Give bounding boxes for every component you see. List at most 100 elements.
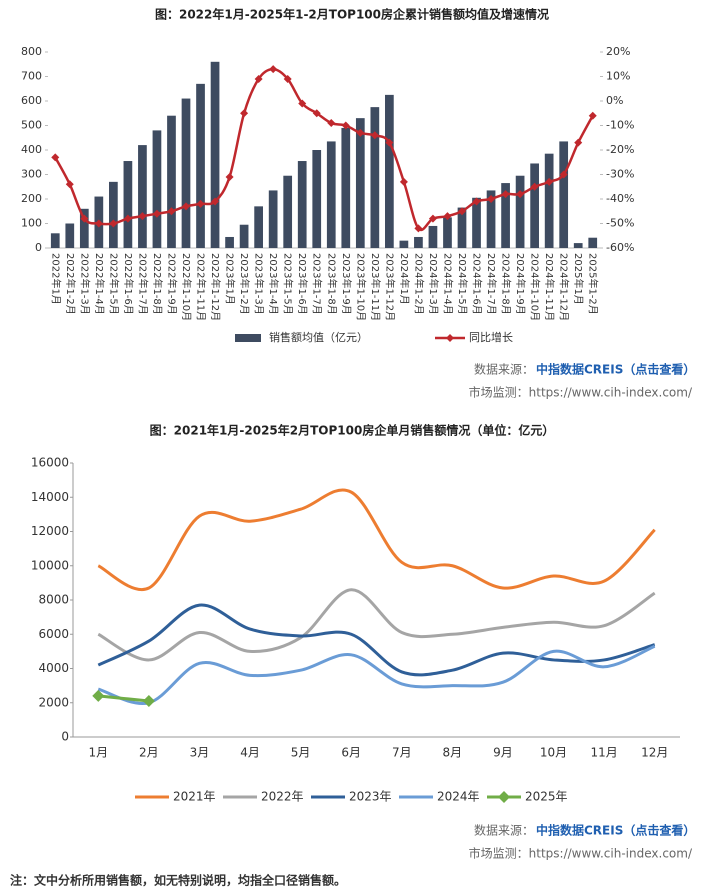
line-marker xyxy=(94,219,103,228)
line-marker xyxy=(298,99,307,108)
x-tick-label: 8月 xyxy=(443,746,463,760)
line-marker xyxy=(92,689,105,702)
bar xyxy=(501,183,510,248)
line-marker xyxy=(225,172,234,181)
legend-label: 2024年 xyxy=(437,790,480,804)
line-marker xyxy=(501,190,510,199)
line-marker xyxy=(211,197,220,206)
y-tick-label: 16000 xyxy=(31,456,69,470)
y2-tick-label: 0% xyxy=(606,94,623,107)
line-marker xyxy=(385,138,394,147)
line-series xyxy=(97,603,656,677)
x-tick-label: 2022年1-3月 xyxy=(78,253,91,315)
x-tick-label: 11月 xyxy=(590,746,617,760)
x-tick-label: 2025年1-2月 xyxy=(587,253,600,315)
bar xyxy=(428,225,438,248)
source-link[interactable]: 中指数据CREIS（点击查看） xyxy=(536,823,695,838)
line-marker xyxy=(138,212,147,221)
bar xyxy=(472,197,481,248)
y-tick-label: 14000 xyxy=(31,490,69,504)
legend-label: 销售额均值（亿元） xyxy=(269,330,368,344)
x-tick-label: 2023年1-5月 xyxy=(282,253,295,315)
x-tick-label: 5月 xyxy=(291,746,311,760)
x-tick-label: 2024年1-6月 xyxy=(471,253,484,315)
line-marker xyxy=(487,195,496,203)
bar xyxy=(399,240,409,248)
bar xyxy=(79,208,89,248)
x-tick-label: 2024年1-11月 xyxy=(543,253,556,321)
line-marker xyxy=(399,177,408,186)
chart-title: 图：2021年1月-2025年2月TOP100房企单月销售额情况（单位：亿元） xyxy=(150,423,555,438)
x-tick-label: 1月 xyxy=(88,746,108,760)
line-marker xyxy=(312,109,321,118)
line-marker xyxy=(443,212,452,221)
bar xyxy=(530,163,539,248)
line-marker xyxy=(80,214,89,223)
x-tick-label: 2022年1-7月 xyxy=(136,253,149,315)
line-series xyxy=(97,588,656,662)
x-tick-label: 2023年1-11月 xyxy=(369,253,382,321)
x-tick-label: 2025年1月 xyxy=(572,253,585,305)
legend-label: 2025年 xyxy=(525,790,568,804)
x-tick-label: 2024年1-3月 xyxy=(427,253,440,315)
y2-tick-label: -60% xyxy=(606,241,634,254)
bar xyxy=(312,150,322,248)
bar xyxy=(355,118,365,249)
line-marker xyxy=(182,202,190,211)
x-tick-label: 2024年1-8月 xyxy=(500,253,513,315)
x-tick-label: 2023年1-4月 xyxy=(267,253,280,315)
y-tick-label: 300 xyxy=(21,168,42,181)
source-label: 数据来源： xyxy=(474,823,534,838)
bar xyxy=(573,243,583,248)
legend-swatch xyxy=(235,334,261,342)
line-marker xyxy=(472,197,481,206)
line-marker xyxy=(51,153,60,162)
legend-label: 同比增长 xyxy=(469,330,513,344)
y2-tick-label: 20% xyxy=(606,45,630,58)
x-tick-label: 2024年1-7月 xyxy=(485,253,498,315)
x-tick-label: 2023年1-6月 xyxy=(296,253,309,315)
x-tick-label: 2023年1-3月 xyxy=(253,253,266,315)
line-marker xyxy=(65,180,74,189)
line-marker xyxy=(167,207,176,216)
x-tick-label: 2023年1-2月 xyxy=(238,253,251,315)
line-marker xyxy=(356,128,365,137)
line-marker xyxy=(341,121,350,130)
bar xyxy=(486,190,496,248)
line-marker xyxy=(240,109,249,118)
bar xyxy=(370,107,380,248)
x-tick-label: 7月 xyxy=(392,746,412,760)
y2-tick-label: 10% xyxy=(606,70,630,83)
monitor-text: 市场监测：https://www.cih-index.com/ xyxy=(469,385,693,400)
x-tick-label: 2024年1-2月 xyxy=(412,253,425,315)
source-link[interactable]: 中指数据CREIS（点击查看） xyxy=(536,362,695,377)
legend-marker xyxy=(446,334,454,342)
x-tick-label: 2024年1-12月 xyxy=(558,253,571,321)
line-marker xyxy=(109,219,118,228)
line-marker xyxy=(152,209,161,218)
y-tick-label: 800 xyxy=(21,45,42,58)
x-tick-label: 2022年1-6月 xyxy=(122,253,135,315)
footnote: 注：文中分析所用销售额，如无特别说明，均指全口径销售额。 xyxy=(10,873,346,888)
x-tick-label: 2024年1月 xyxy=(398,253,411,305)
bar xyxy=(268,190,278,248)
x-tick-label: 6月 xyxy=(341,746,361,760)
bar xyxy=(283,175,293,248)
line-marker xyxy=(574,138,583,147)
bar xyxy=(65,223,75,248)
x-tick-label: 2022年1-10月 xyxy=(180,253,193,321)
bar xyxy=(254,206,263,248)
y-tick-label: 12000 xyxy=(31,524,69,538)
line-marker xyxy=(370,131,379,140)
bar xyxy=(181,98,191,248)
bar xyxy=(50,233,60,248)
y-tick-label: 6000 xyxy=(38,627,69,641)
y-tick-label: 8000 xyxy=(38,593,69,607)
x-tick-label: 4月 xyxy=(240,746,260,760)
line-series xyxy=(54,67,594,232)
chart-title: 图：2022年1月-2025年1-2月TOP100房企累计销售额均值及增速情况 xyxy=(155,7,549,22)
bar xyxy=(559,141,569,248)
line-marker xyxy=(588,111,597,120)
x-tick-label: 2023年1月 xyxy=(224,253,237,305)
